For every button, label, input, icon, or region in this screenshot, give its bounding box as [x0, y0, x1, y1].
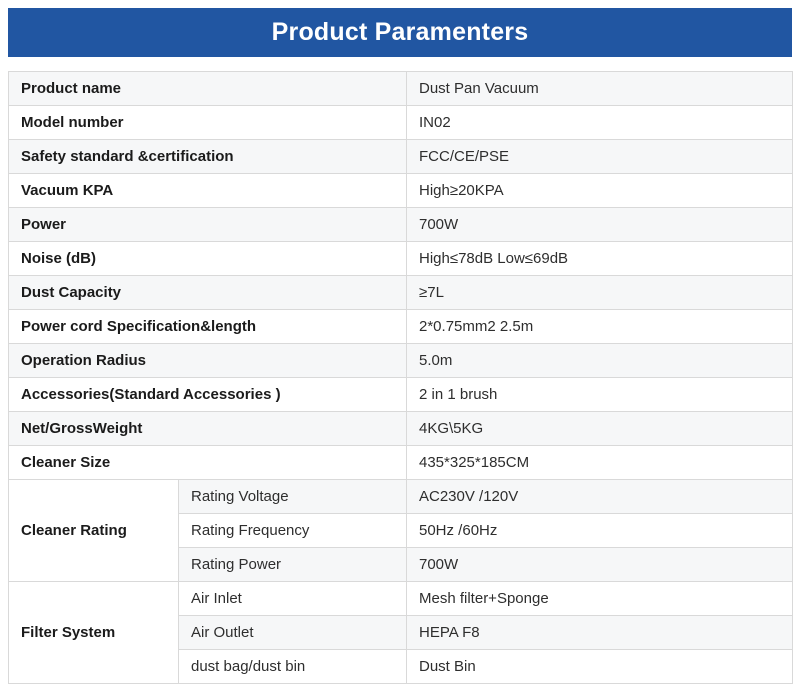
table-row: Rating Power 700W [9, 547, 793, 582]
row-value: 435*325*185CM [406, 445, 793, 480]
row-label: Safety standard &certification [8, 139, 407, 174]
row-value: Dust Pan Vacuum [406, 71, 793, 106]
table-row: Operation Radius 5.0m [8, 343, 793, 378]
row-value: High≥20KPA [406, 173, 793, 208]
row-value: FCC/CE/PSE [406, 139, 793, 174]
row-label: Vacuum KPA [8, 173, 407, 208]
row-value: 700W [406, 207, 793, 242]
row-label: Operation Radius [8, 343, 407, 378]
row-value: AC230V /120V [406, 479, 793, 514]
row-value: 5.0m [406, 343, 793, 378]
group-label-cleaner-rating: Cleaner Rating [8, 479, 179, 582]
row-value: Mesh filter+Sponge [406, 581, 793, 616]
table-row: dust bag/dust bin Dust Bin [9, 649, 793, 684]
table-row: Dust Capacity ≥7L [8, 275, 793, 310]
header-banner: Product Paramenters [8, 8, 792, 57]
table-row: Power 700W [8, 207, 793, 242]
sub-row-label: Air Outlet [178, 615, 407, 650]
row-value: High≤78dB Low≤69dB [406, 241, 793, 276]
sub-row-label: Rating Power [178, 547, 407, 582]
sub-row-label: Rating Frequency [178, 513, 407, 548]
row-value: 2 in 1 brush [406, 377, 793, 412]
table-row: Noise (dB) High≤78dB Low≤69dB [8, 241, 793, 276]
row-value: IN02 [406, 105, 793, 140]
row-label: Product name [8, 71, 407, 106]
row-label: Model number [8, 105, 407, 140]
sub-row-label: dust bag/dust bin [178, 649, 407, 684]
page-title: Product Paramenters [271, 18, 529, 46]
row-label: Power cord Specification&length [8, 309, 407, 344]
row-value: HEPA F8 [406, 615, 793, 650]
table-row: Net/GrossWeight 4KG\5KG [8, 411, 793, 446]
row-value: 4KG\5KG [406, 411, 793, 446]
row-value: Dust Bin [406, 649, 793, 684]
table-row: Air Outlet HEPA F8 [9, 615, 793, 650]
row-value: 2*0.75mm2 2.5m [406, 309, 793, 344]
row-label: Cleaner Size [8, 445, 407, 480]
sub-row-label: Rating Voltage [178, 479, 407, 514]
product-parameters-table: Product name Dust Pan Vacuum Model numbe… [8, 71, 793, 684]
row-value: 50Hz /60Hz [406, 513, 793, 548]
table-row: Cleaner Size 435*325*185CM [8, 445, 793, 480]
table-row: Cleaner Rating Rating Voltage AC230V /12… [8, 479, 793, 582]
table-row: Model number IN02 [8, 105, 793, 140]
row-label: Accessories(Standard Accessories ) [8, 377, 407, 412]
row-label: Noise (dB) [8, 241, 407, 276]
row-value: 700W [406, 547, 793, 582]
sub-row-label: Air Inlet [178, 581, 407, 616]
table-row: Accessories(Standard Accessories ) 2 in … [8, 377, 793, 412]
row-label: Net/GrossWeight [8, 411, 407, 446]
table-row: Product name Dust Pan Vacuum [8, 71, 793, 106]
row-value: ≥7L [406, 275, 793, 310]
table-row: Safety standard &certification FCC/CE/PS… [8, 139, 793, 174]
row-label: Dust Capacity [8, 275, 407, 310]
table-row: Filter System Air Inlet Mesh filter+Spon… [8, 581, 793, 684]
row-label: Power [8, 207, 407, 242]
group-label-filter-system: Filter System [8, 581, 179, 684]
table-row: Vacuum KPA High≥20KPA [8, 173, 793, 208]
table-row: Power cord Specification&length 2*0.75mm… [8, 309, 793, 344]
table-row: Rating Frequency 50Hz /60Hz [9, 513, 793, 548]
